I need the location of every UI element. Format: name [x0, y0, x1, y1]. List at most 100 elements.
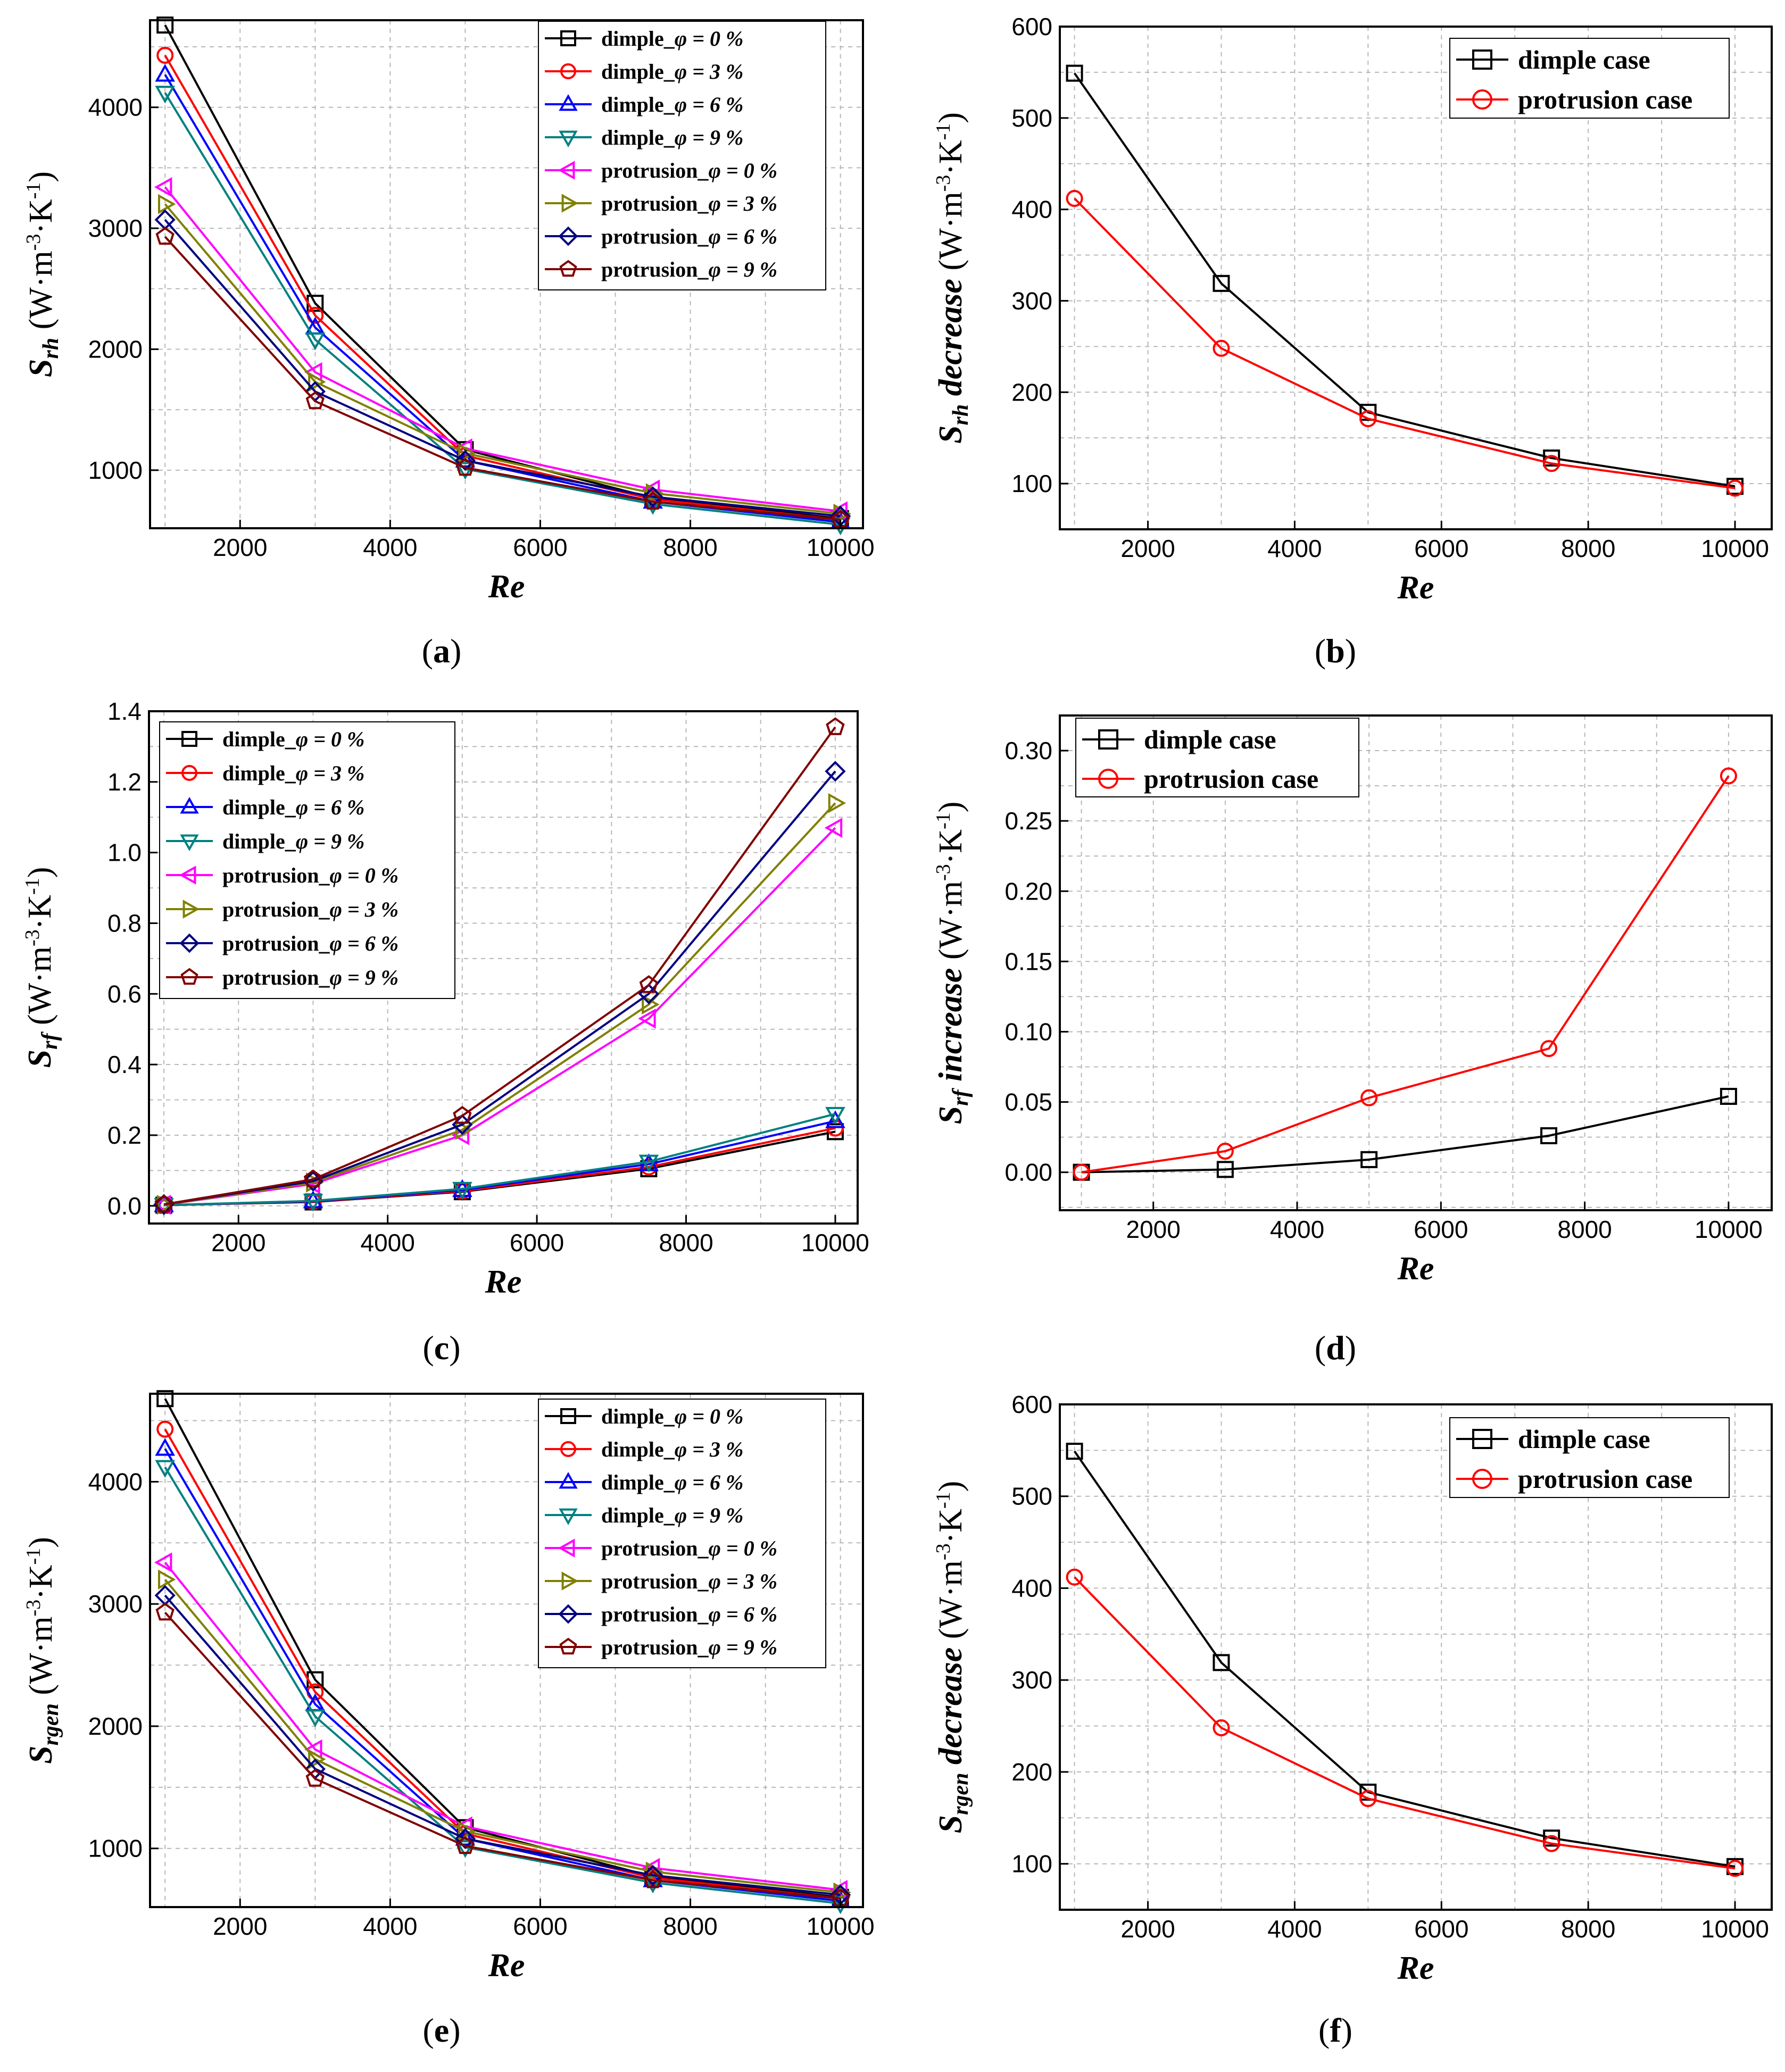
panel-label: (f): [1318, 2011, 1352, 2049]
data-point: [824, 818, 843, 838]
legend-marker: [559, 260, 577, 277]
plot-frame: [1059, 1403, 1773, 1911]
panel-label: (b): [1315, 632, 1356, 670]
data-point: [308, 1749, 326, 1769]
data-point: [1540, 1040, 1558, 1058]
y-tick-label: 200: [1011, 378, 1052, 406]
y-tick-label: 0.15: [1004, 947, 1052, 975]
plot-frame: [149, 1393, 864, 1908]
legend-entry: protrusion_φ = 0 %: [601, 1536, 777, 1560]
data-point: [642, 486, 663, 507]
legend-entry: dimple_φ = 9 %: [601, 126, 743, 149]
data-point: [155, 86, 176, 104]
data-point: [1359, 1790, 1377, 1807]
series-line: [164, 236, 841, 521]
legend: dimple_φ = 0 % dimple_φ = 3 % dimple_φ = 6…: [538, 1399, 826, 1668]
x-tick-label: 10000: [1701, 535, 1769, 562]
legend-entry: protrusion case: [1518, 85, 1692, 114]
series-line: [163, 726, 836, 1206]
y-tick-label: 0.4: [107, 1051, 142, 1078]
y-tick-label: 600: [1011, 1391, 1052, 1418]
x-tick-label: 4000: [1267, 535, 1322, 562]
data-point: [455, 1120, 474, 1140]
data-point: [156, 1390, 174, 1408]
legend-entry: dimple_φ = 6 %: [601, 93, 743, 117]
data-point: [1213, 1719, 1230, 1736]
y-tick-label: 0.00: [1004, 1159, 1052, 1186]
y-tick-label: 500: [1011, 1483, 1052, 1510]
panel-label: (d): [1315, 1329, 1356, 1367]
y-tick-label: 0.10: [1004, 1018, 1052, 1045]
series-line: [163, 770, 836, 1206]
y-tick-label: 3000: [88, 214, 143, 242]
legend-marker: [1098, 729, 1118, 750]
legend-box: [1449, 38, 1730, 119]
legend-marker: [558, 161, 575, 180]
legend-entry: protrusion_φ = 0 %: [601, 159, 777, 182]
legend-entry: protrusion_φ = 6 %: [601, 224, 777, 248]
series-1: [1066, 1568, 1744, 1877]
y-tick-label: 0.30: [1004, 737, 1052, 764]
legend-entry: dimple_φ = 6 %: [601, 1470, 743, 1494]
x-axis-label: Re: [488, 1948, 525, 1984]
data-point: [305, 1769, 325, 1787]
legend-entry: dimple_φ = 0 %: [601, 1404, 743, 1428]
data-point: [458, 443, 476, 463]
legend-marker: [560, 63, 576, 79]
legend-marker: [181, 765, 197, 781]
series-line: [164, 1578, 841, 1894]
legend: dimple_φ = 0 % dimple_φ = 3 % dimple_φ = 6…: [538, 21, 826, 290]
series-line: [164, 203, 841, 515]
x-tick-label: 2000: [1126, 1216, 1181, 1243]
legend-marker: [560, 1408, 576, 1424]
x-tick-label: 6000: [1414, 1216, 1468, 1243]
data-point: [1720, 767, 1737, 785]
legend-entry: dimple case: [1144, 725, 1276, 754]
x-tick-label: 4000: [361, 1229, 415, 1256]
legend-entry: dimple_φ = 6 %: [222, 795, 364, 819]
data-point: [825, 761, 846, 782]
y-tick-label: 400: [1011, 1574, 1052, 1602]
y-tick-label: 300: [1011, 287, 1052, 314]
data-point: [452, 1181, 472, 1200]
legend-marker: [180, 796, 199, 814]
legend-marker: [179, 866, 196, 885]
series-line: [1081, 1095, 1729, 1174]
data-point: [826, 717, 845, 735]
y-tick-label: 1.0: [107, 839, 142, 867]
data-point: [1543, 1829, 1560, 1847]
x-tick-label: 10000: [801, 1229, 869, 1256]
plot-frame: [1059, 26, 1773, 530]
y-tick-label: 0.20: [1004, 877, 1052, 905]
legend: dimple case protrusion case: [1449, 1417, 1730, 1498]
data-point: [828, 793, 846, 813]
series-7: [155, 1602, 850, 1907]
y-tick-label: 0.8: [107, 909, 142, 937]
x-axis-label: Re: [1397, 1251, 1434, 1287]
y-tick-label: 300: [1011, 1666, 1052, 1694]
data-point: [638, 1154, 659, 1172]
data-point: [154, 1194, 173, 1213]
y-tick-label: 4000: [88, 1468, 143, 1495]
series-line: [1081, 775, 1730, 1174]
data-point: [1360, 1151, 1378, 1168]
y-tick-label: 1000: [88, 1835, 143, 1862]
x-tick-label: 2000: [211, 1229, 265, 1256]
data-point: [825, 1106, 845, 1125]
legend-box: [538, 21, 826, 290]
data-point: [1213, 274, 1230, 292]
data-point: [155, 227, 175, 245]
legend-box: [1449, 1417, 1730, 1498]
chart-d: 2000 4000 6000 8000 10000 0.00 0.05 0.10 0.15 0.2…: [932, 714, 1773, 1367]
x-tick-label: 6000: [510, 1229, 564, 1256]
legend-entry: dimple case: [1518, 1424, 1650, 1454]
series-line: [164, 1611, 841, 1900]
legend-entry: protrusion_φ = 3 %: [222, 897, 398, 921]
plot-frame: [1059, 714, 1773, 1211]
data-point: [305, 332, 326, 351]
y-tick-label: 0.0: [107, 1192, 142, 1220]
legend-marker: [182, 900, 200, 919]
data-point: [643, 492, 662, 510]
plot-frame: [149, 19, 864, 529]
x-tick-label: 4000: [1270, 1216, 1324, 1243]
